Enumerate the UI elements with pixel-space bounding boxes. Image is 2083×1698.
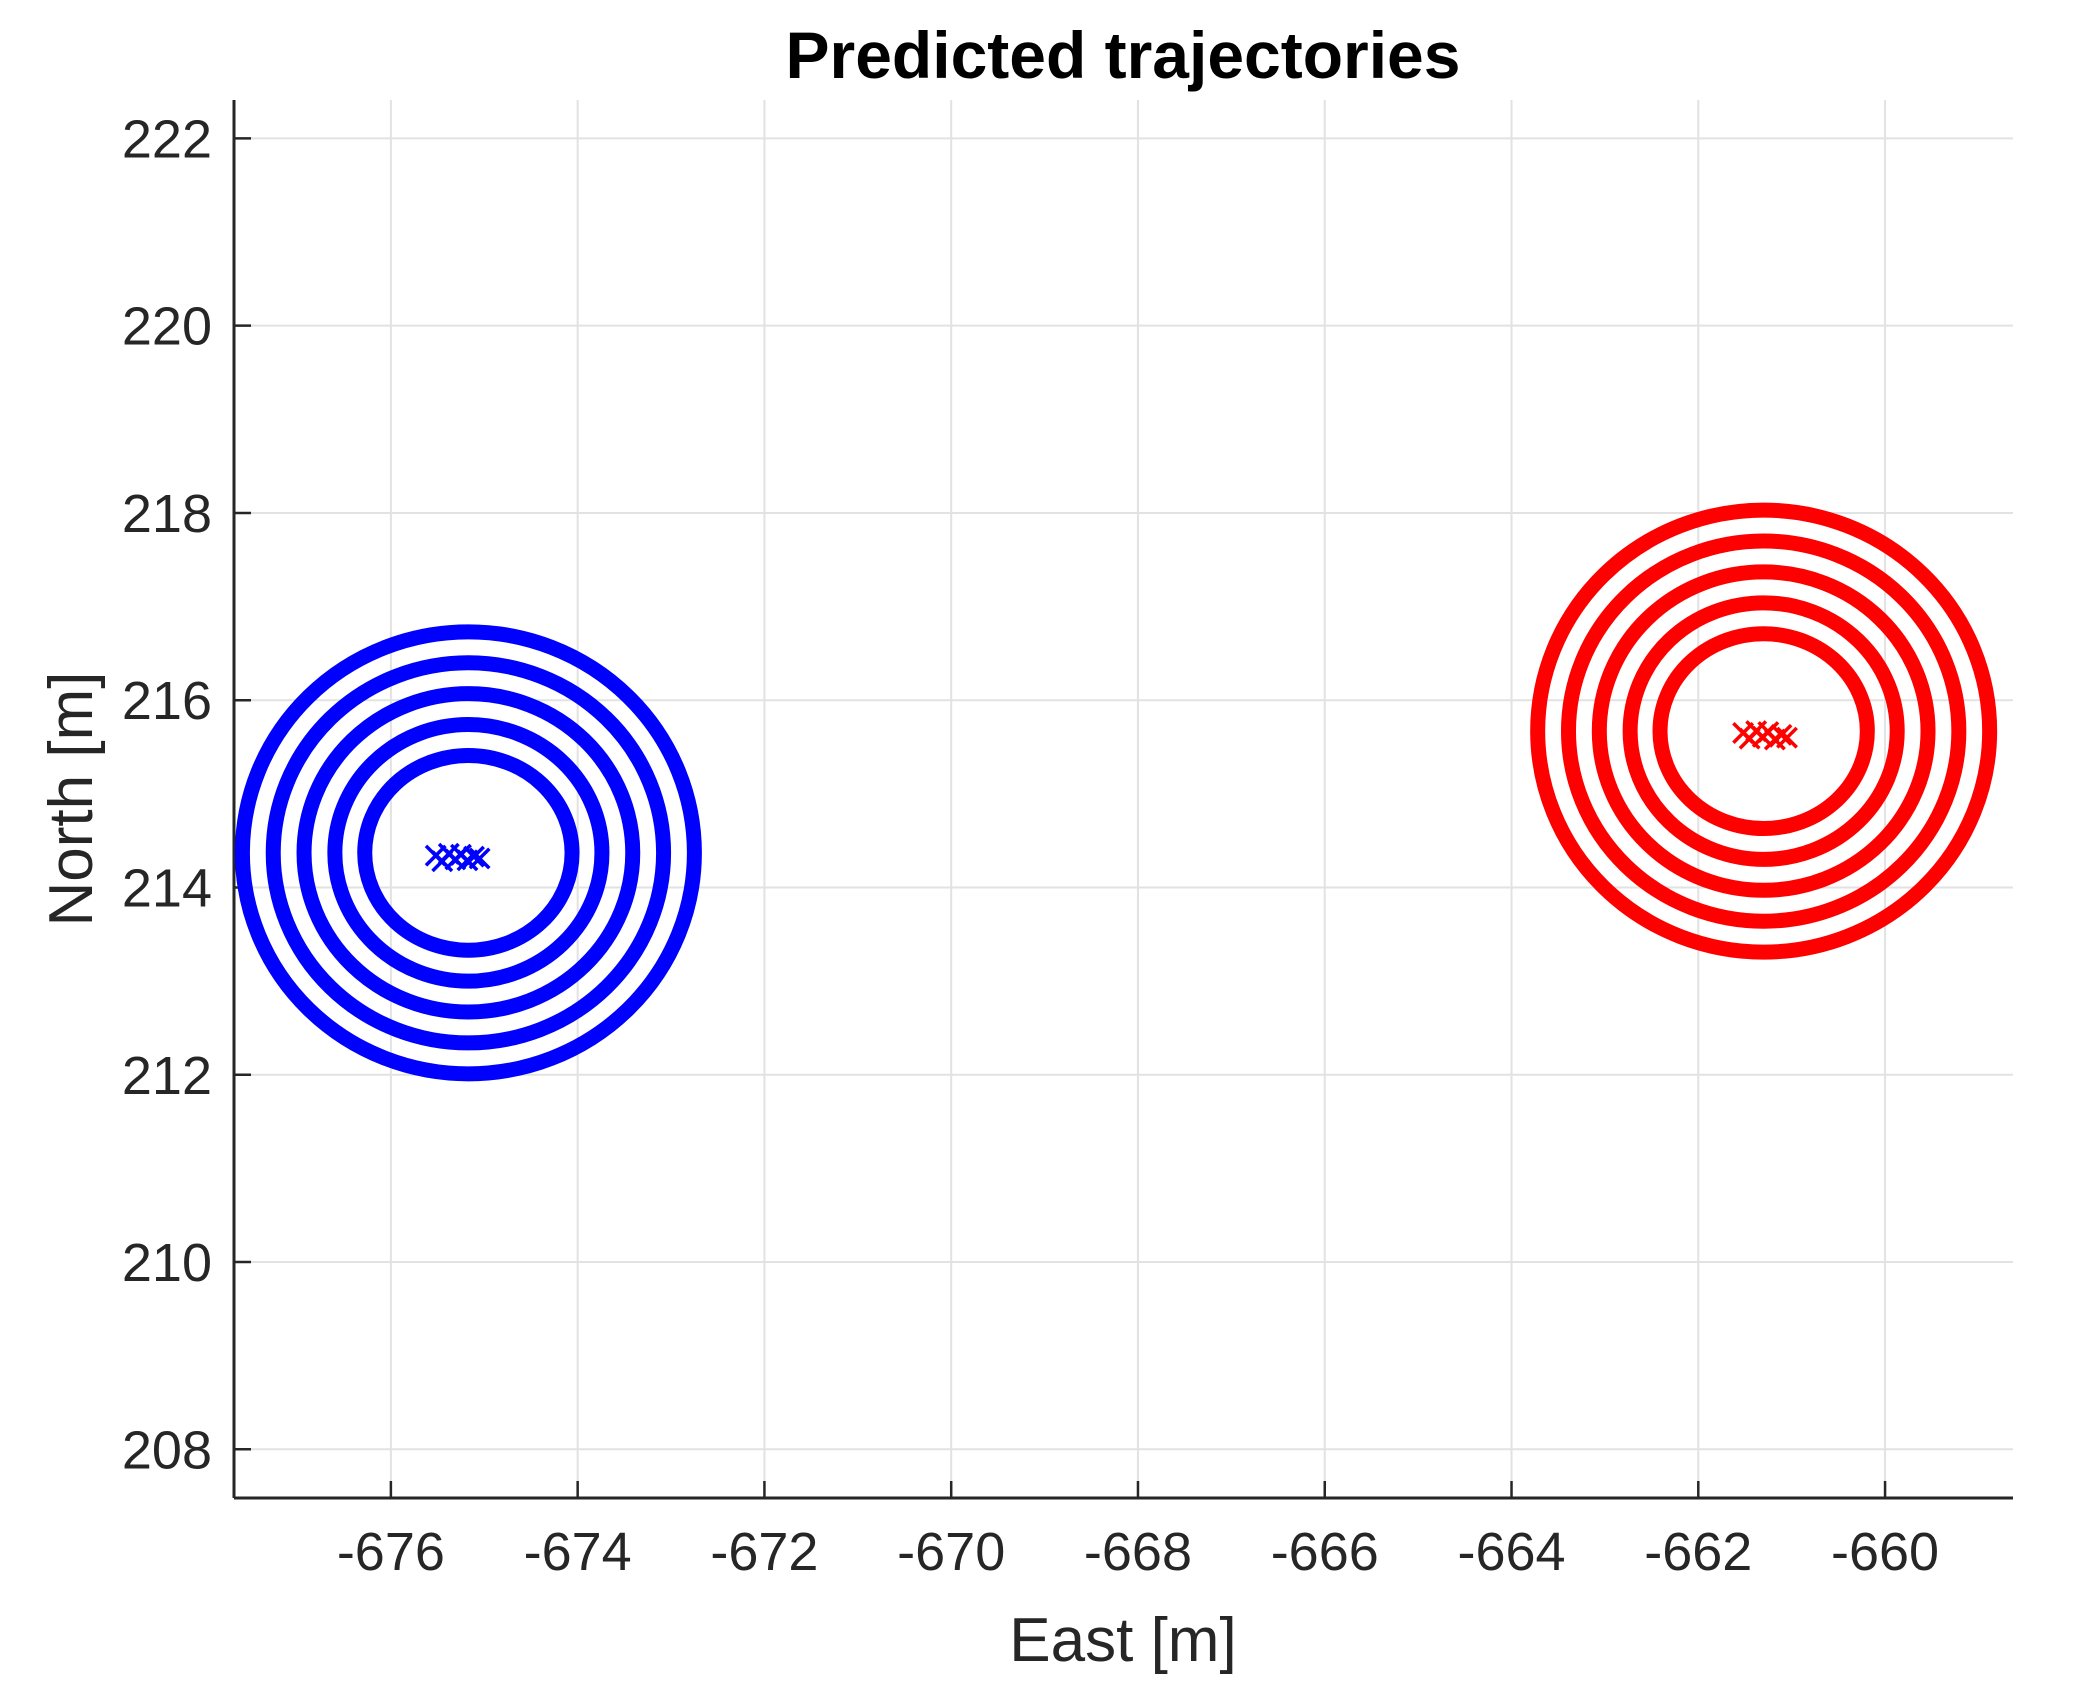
gridlines bbox=[234, 100, 2013, 1498]
trajectory-markers bbox=[424, 720, 1798, 873]
x-tick-label: -670 bbox=[897, 1522, 1005, 1582]
x-tick-label: -660 bbox=[1831, 1522, 1939, 1582]
x-tick-labels: -676 -674 -672 -670 -668 -666 -664 -662 -660 bbox=[337, 1522, 1939, 1582]
x-tick-label: -664 bbox=[1457, 1522, 1565, 1582]
trajectory-ring bbox=[1560, 533, 1967, 929]
trajectory-ring bbox=[327, 717, 610, 989]
x-tick-label: -674 bbox=[524, 1522, 632, 1582]
y-tick-label: 218 bbox=[122, 484, 212, 544]
trajectory-ring bbox=[1652, 626, 1875, 836]
y-tick-label: 210 bbox=[122, 1233, 212, 1293]
y-tick-label: 214 bbox=[122, 858, 212, 918]
axes bbox=[232, 100, 2013, 1500]
y-axis-label: North [m] bbox=[37, 672, 106, 927]
trajectory-marker bbox=[468, 847, 491, 870]
y-tick-label: 216 bbox=[122, 671, 212, 731]
x-axis-label: East [m] bbox=[1009, 1606, 1236, 1675]
trajectory-ring bbox=[1622, 595, 1905, 867]
y-tick-label: 208 bbox=[122, 1420, 212, 1480]
trajectory-ring bbox=[234, 624, 702, 1082]
trajectory-ring bbox=[1530, 502, 1998, 960]
x-tick-label: -662 bbox=[1644, 1522, 1752, 1582]
trajectory-ring bbox=[357, 747, 580, 958]
y-tick-labels: 208 210 212 214 216 218 220 222 bbox=[122, 109, 212, 1480]
trajectory-marker bbox=[1770, 723, 1793, 746]
y-tick-label: 222 bbox=[122, 109, 212, 169]
trajectory-marker bbox=[463, 845, 485, 868]
x-tick-label: -666 bbox=[1271, 1522, 1379, 1582]
trajectory-marker bbox=[1776, 726, 1798, 749]
chart-title: Predicted trajectories bbox=[786, 18, 1461, 92]
trajectory-ring bbox=[265, 655, 672, 1051]
x-tick-label: -668 bbox=[1084, 1522, 1192, 1582]
x-tick-label: -672 bbox=[710, 1522, 818, 1582]
x-tick-label: -676 bbox=[337, 1522, 445, 1582]
y-tick-label: 220 bbox=[122, 297, 212, 357]
trajectory-ring bbox=[296, 686, 641, 1020]
trajectory-rings bbox=[234, 502, 1998, 1082]
trajectory-ring bbox=[1591, 564, 1936, 898]
y-tick-label: 212 bbox=[122, 1046, 212, 1106]
